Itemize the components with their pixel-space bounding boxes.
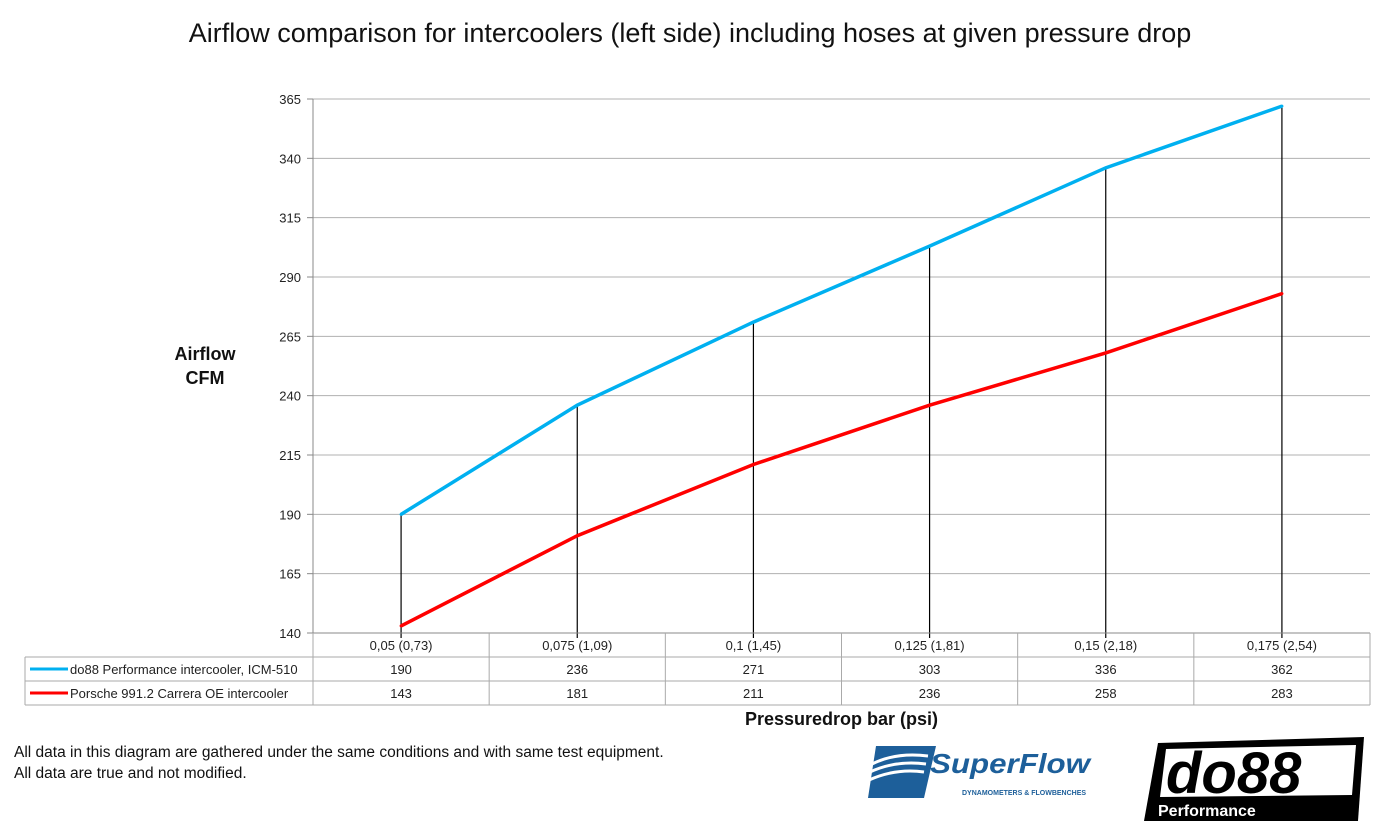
- footnote-line-2: All data are true and not modified.: [14, 765, 247, 782]
- x-tick-label: 0,05 (0,73): [370, 638, 433, 653]
- legend-label: Porsche 991.2 Carrera OE intercooler: [70, 686, 289, 701]
- y-axis-label-text: Airflow CFM: [174, 344, 236, 388]
- x-tick-label: 0,075 (1,09): [542, 638, 612, 653]
- y-tick-label: 290: [279, 270, 301, 285]
- table-value: 181: [566, 686, 588, 701]
- footnote-line-1: All data in this diagram are gathered un…: [14, 744, 664, 761]
- do88-logo: do88 Performance: [1144, 737, 1364, 821]
- data-point: [1104, 351, 1108, 355]
- y-tick-label: 365: [279, 92, 301, 107]
- svg-text:do88: do88: [1166, 741, 1302, 806]
- data-point: [1104, 166, 1108, 170]
- footnote: All data in this diagram are gathered un…: [14, 742, 664, 784]
- table-value: 271: [743, 662, 765, 677]
- y-tick-label: 240: [279, 389, 301, 404]
- table-value: 190: [390, 662, 412, 677]
- x-tick-label: 0,175 (2,54): [1247, 638, 1317, 653]
- data-point: [399, 624, 403, 628]
- table-value: 258: [1095, 686, 1117, 701]
- y-axis-label: Airflow CFM: [160, 342, 250, 390]
- y-tick-label: 340: [279, 151, 301, 166]
- svg-text:SuperFlow: SuperFlow: [930, 748, 1092, 779]
- x-tick-label: 0,125 (1,81): [895, 638, 965, 653]
- series-line: [400, 291, 1283, 628]
- svg-text:DYNAMOMETERS & FLOWBENCHES: DYNAMOMETERS & FLOWBENCHES: [962, 790, 1086, 797]
- y-tick-label: 190: [279, 507, 301, 522]
- x-tick-label: 0,15 (2,18): [1074, 638, 1137, 653]
- y-tick-label: 165: [279, 567, 301, 582]
- data-point: [1280, 292, 1284, 296]
- table-value: 336: [1095, 662, 1117, 677]
- data-point: [928, 244, 932, 248]
- data-point: [575, 534, 579, 538]
- x-tick-label: 0,1 (1,45): [726, 638, 782, 653]
- table-value: 236: [566, 662, 588, 677]
- data-point: [751, 320, 755, 324]
- y-tick-label: 140: [279, 626, 301, 641]
- x-axis-label: Pressuredrop bar (psi): [744, 709, 939, 729]
- table-value: 283: [1271, 686, 1293, 701]
- table-value: 303: [919, 662, 941, 677]
- legend-label: do88 Performance intercooler, ICM-510: [70, 662, 298, 677]
- chart-title: Airflow comparison for intercoolers (lef…: [188, 18, 1192, 48]
- data-point: [575, 403, 579, 407]
- table-value: 211: [743, 686, 764, 701]
- table-value: 236: [919, 686, 941, 701]
- series-line: [400, 104, 1283, 516]
- y-tick-label: 215: [279, 448, 301, 463]
- data-point: [928, 403, 932, 407]
- table-value: 143: [390, 686, 412, 701]
- data-point: [1280, 104, 1284, 108]
- table-value: 362: [1271, 662, 1293, 677]
- y-tick-label: 265: [279, 329, 301, 344]
- data-point: [751, 462, 755, 466]
- y-tick-label: 315: [279, 211, 301, 226]
- data-point: [399, 512, 403, 516]
- superflow-logo: SuperFlow DYNAMOMETERS & FLOWBENCHES: [868, 746, 1092, 798]
- svg-text:Performance: Performance: [1158, 803, 1256, 820]
